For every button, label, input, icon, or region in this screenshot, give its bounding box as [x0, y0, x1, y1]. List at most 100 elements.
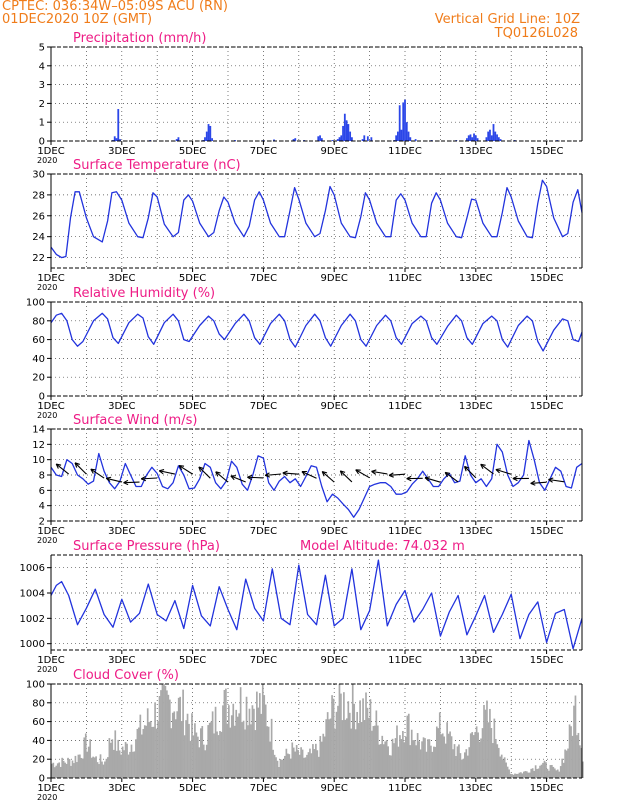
x-tick-label: 1DEC	[37, 146, 64, 157]
cloud-bar	[149, 720, 152, 778]
cloud-bar	[248, 708, 251, 778]
cloud-bar	[284, 755, 286, 778]
cloud-bar	[84, 733, 87, 778]
cloud-bar	[320, 741, 323, 778]
cloud-bar	[217, 735, 220, 778]
wind-arrow-head	[530, 480, 536, 484]
x-tick-label: 13DEC	[459, 273, 493, 284]
cloud-bar	[553, 768, 556, 778]
cloud-bar	[301, 749, 304, 778]
cloud-bar	[169, 699, 171, 778]
precip-bar	[205, 131, 208, 141]
wind-arrow	[247, 476, 264, 479]
cloud-bar	[313, 749, 316, 778]
y-tick-label: 2	[39, 99, 45, 110]
y-tick-label: 40	[32, 736, 45, 747]
wind-arrow-head	[247, 476, 253, 481]
wind-arrow-head	[123, 479, 129, 484]
cloud-bar	[287, 753, 289, 778]
cloud-bar	[267, 726, 270, 778]
cloud-bar	[545, 762, 547, 778]
cloud-bar	[537, 768, 540, 778]
cloud-bar	[319, 736, 322, 778]
cloud-bar	[506, 766, 509, 778]
wind-arrow-head	[371, 469, 377, 472]
cloud-bar	[403, 742, 406, 778]
cloud-bar	[573, 705, 575, 778]
cloud-bar	[512, 774, 515, 778]
header-run-id: TQ0126L028	[494, 26, 578, 41]
precip-bar	[273, 139, 275, 141]
cloud-bar	[523, 771, 525, 778]
cloud-bar	[464, 752, 466, 778]
cloud-bar	[322, 733, 325, 778]
cloud-bar	[161, 684, 164, 778]
cloud-bar	[354, 729, 357, 778]
header-run-date: 01DEC2020 10Z (GMT)	[2, 12, 153, 27]
precip-bar	[487, 131, 490, 141]
cloud-bar	[456, 746, 459, 778]
cloud-bar	[347, 701, 350, 778]
cloud-bar	[471, 732, 474, 778]
cloud-bar	[369, 699, 372, 778]
cloud-bar	[199, 728, 202, 778]
y-tick-label: 0	[39, 774, 45, 785]
cloud-bar	[292, 747, 295, 778]
cloud-bar	[107, 757, 109, 778]
cloud-bar	[332, 698, 335, 778]
cloud-bar	[568, 724, 571, 778]
y-tick-label: 30	[32, 170, 45, 181]
cloud-bar	[197, 736, 199, 778]
cloud-bar	[502, 759, 505, 778]
y-tick-label: 100	[26, 680, 45, 691]
cloud-bar	[316, 750, 319, 778]
cloud-bar	[171, 712, 174, 778]
cloud-bar	[295, 745, 298, 778]
cloud-bar	[152, 726, 155, 778]
wind-arrow-head	[444, 472, 449, 478]
cloud-bar	[431, 751, 434, 778]
cloud-bar	[210, 721, 212, 778]
x-tick-label: 1DEC	[37, 655, 64, 666]
cloud-bar	[90, 757, 93, 778]
cloud-bar	[86, 751, 89, 778]
cloud-bar	[117, 739, 120, 778]
cloud-bar	[67, 757, 69, 778]
cloud-bar	[272, 749, 274, 778]
cloud-bar	[528, 772, 531, 778]
wind-arrow-head	[406, 478, 412, 482]
x-tick-label: 5DEC	[179, 783, 206, 794]
cloud-bar	[388, 755, 391, 778]
wind-arrow-head	[340, 470, 346, 473]
wind-arrow	[339, 470, 353, 483]
wind-arrow-head	[74, 462, 78, 468]
x-tick-label: 11DEC	[388, 783, 422, 794]
cloud-bar	[561, 758, 564, 778]
wind-arrow-head	[282, 470, 288, 474]
cloud-bar	[83, 737, 86, 778]
x-tick-label: 5DEC	[179, 273, 206, 284]
wind-arrow-head	[548, 477, 554, 481]
cloud-bar	[574, 695, 577, 778]
precip-bar	[234, 140, 236, 141]
wind-arrow-head	[339, 470, 343, 476]
wind-arrow	[389, 473, 406, 476]
x-tick-label: 9DEC	[321, 146, 348, 157]
wind-arrow-head	[179, 465, 185, 467]
cloud-bar	[371, 730, 373, 778]
y-tick-label: 3	[39, 80, 45, 91]
cloud-bar	[192, 735, 195, 778]
cloud-bar	[201, 726, 204, 778]
precip-bar	[490, 135, 493, 141]
wind-arrow-head	[512, 478, 518, 482]
y-tick-label: 80	[32, 698, 45, 709]
cloud-bar	[564, 749, 566, 778]
cloud-bar	[406, 715, 409, 778]
cloud-bar	[438, 712, 441, 778]
precip-bar	[395, 135, 398, 141]
temp-line	[50, 179, 583, 259]
wind-arrow	[282, 472, 299, 475]
x-tick-label: 11DEC	[388, 401, 422, 412]
wind-arrow	[265, 473, 282, 476]
x-tick-label: 5DEC	[179, 655, 206, 666]
